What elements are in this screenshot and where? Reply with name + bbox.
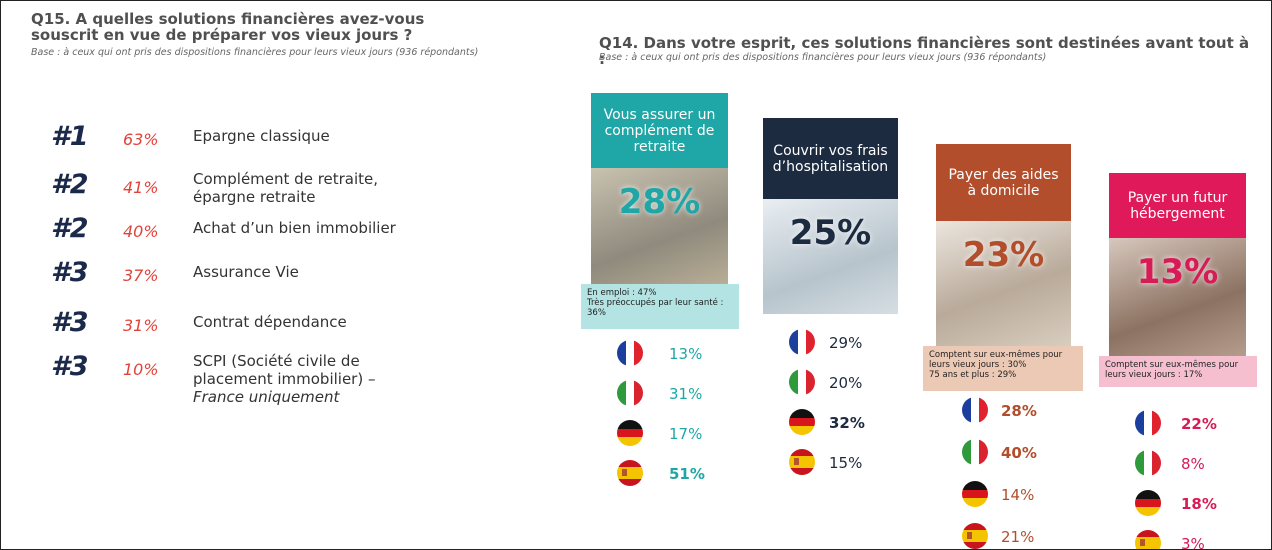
flag-icon bbox=[616, 419, 644, 447]
flag bbox=[961, 522, 989, 550]
item-label: Epargne classique bbox=[193, 127, 423, 145]
flag-icon bbox=[961, 438, 989, 466]
card-image: 28% bbox=[591, 168, 728, 284]
item-label: Complément de retraite, épargne retraite bbox=[193, 170, 423, 206]
flag-icon bbox=[1134, 529, 1162, 550]
country-value: 18% bbox=[1181, 495, 1217, 513]
flag bbox=[616, 459, 644, 487]
label-text: Assurance Vie bbox=[193, 263, 299, 281]
note-line: 75 ans et plus : 29% bbox=[929, 370, 1077, 380]
country-value: 31% bbox=[669, 385, 702, 403]
flag-icon bbox=[616, 339, 644, 367]
card-image: 23% bbox=[936, 221, 1071, 346]
percent: 63% bbox=[123, 130, 159, 149]
label-text: SCPI (Société civile de placement immobi… bbox=[193, 352, 375, 388]
rank: #2 bbox=[51, 213, 89, 244]
flag bbox=[961, 480, 989, 508]
card-header: Couvrir vos frais d’hospitalisation bbox=[763, 118, 898, 199]
flag-icon bbox=[788, 368, 816, 396]
flag bbox=[1134, 489, 1162, 517]
country-value: 32% bbox=[829, 414, 865, 432]
note-line: Comptent sur eux-mêmes pour leurs vieux … bbox=[1105, 360, 1251, 380]
country-value: 17% bbox=[669, 425, 702, 443]
flag bbox=[788, 328, 816, 356]
flag bbox=[616, 339, 644, 367]
rank: #3 bbox=[51, 257, 89, 288]
country-value: 40% bbox=[1001, 444, 1037, 462]
flag-icon bbox=[788, 408, 816, 436]
flag-icon bbox=[788, 328, 816, 356]
infographic: Q15. A quelles solutions financières ave… bbox=[0, 0, 1272, 550]
flag bbox=[961, 438, 989, 466]
card-note: En emploi : 47%Très préoccupés par leur … bbox=[581, 284, 739, 329]
flag bbox=[1134, 529, 1162, 550]
right-base: Base : à ceux qui ont pris des dispositi… bbox=[599, 52, 1259, 63]
flag-icon bbox=[616, 379, 644, 407]
label-note: France uniquement bbox=[193, 388, 339, 406]
percent: 31% bbox=[123, 316, 159, 335]
flag bbox=[1134, 449, 1162, 477]
flag bbox=[1134, 409, 1162, 437]
country-value: 3% bbox=[1181, 535, 1205, 550]
rank: #2 bbox=[51, 169, 89, 200]
country-value: 13% bbox=[669, 345, 702, 363]
country-value: 14% bbox=[1001, 486, 1034, 504]
country-value: 21% bbox=[1001, 528, 1034, 546]
note-line: En emploi : 47% bbox=[587, 288, 733, 298]
item-label: SCPI (Société civile de placement immobi… bbox=[193, 352, 423, 406]
flag-icon bbox=[788, 448, 816, 476]
country-value: 15% bbox=[829, 454, 862, 472]
card-percent: 13% bbox=[1137, 252, 1218, 356]
percent: 41% bbox=[123, 178, 159, 197]
percent: 40% bbox=[123, 222, 159, 241]
item-label: Contrat dépendance bbox=[193, 313, 423, 331]
label-text: Contrat dépendance bbox=[193, 313, 347, 331]
country-value: 51% bbox=[669, 465, 705, 483]
flag bbox=[788, 448, 816, 476]
left-title: Q15. A quelles solutions financières ave… bbox=[31, 11, 461, 43]
label-text: Epargne classique bbox=[193, 127, 330, 145]
note-line: Très préoccupés par leur santé : 36% bbox=[587, 298, 733, 318]
flag bbox=[616, 379, 644, 407]
card-header: Payer des aides à domicile bbox=[936, 144, 1071, 221]
country-value: 28% bbox=[1001, 402, 1037, 420]
card-percent: 23% bbox=[963, 235, 1044, 346]
card-note: Comptent sur eux-mêmes pour leurs vieux … bbox=[1099, 356, 1257, 387]
flag bbox=[788, 408, 816, 436]
flag-icon bbox=[961, 396, 989, 424]
note-line: Comptent sur eux-mêmes pour leurs vieux … bbox=[929, 350, 1077, 370]
flag-icon bbox=[1134, 449, 1162, 477]
item-label: Achat d’un bien immobilier bbox=[193, 219, 423, 237]
card-header: Vous assurer un complément de retraite bbox=[591, 93, 728, 168]
rank: #3 bbox=[51, 307, 89, 338]
rank: #1 bbox=[51, 121, 89, 152]
card-image: 13% bbox=[1109, 238, 1246, 356]
left-base: Base : à ceux qui ont pris des dispositi… bbox=[31, 47, 481, 58]
country-value: 20% bbox=[829, 374, 862, 392]
country-value: 22% bbox=[1181, 415, 1217, 433]
flag bbox=[961, 396, 989, 424]
card-note: Comptent sur eux-mêmes pour leurs vieux … bbox=[923, 346, 1083, 391]
percent: 37% bbox=[123, 266, 159, 285]
rank: #3 bbox=[51, 351, 89, 382]
flag bbox=[788, 368, 816, 396]
country-value: 29% bbox=[829, 334, 862, 352]
item-label: Assurance Vie bbox=[193, 263, 423, 281]
card-header: Payer un futur hébergement bbox=[1109, 173, 1246, 238]
flag-icon bbox=[616, 459, 644, 487]
country-value: 8% bbox=[1181, 455, 1205, 473]
flag-icon bbox=[961, 522, 989, 550]
label-text: Complément de retraite, épargne retraite bbox=[193, 170, 378, 206]
flag-icon bbox=[1134, 409, 1162, 437]
percent: 10% bbox=[123, 360, 159, 379]
card-percent: 28% bbox=[619, 182, 700, 284]
flag-icon bbox=[961, 480, 989, 508]
card-percent: 25% bbox=[790, 213, 871, 314]
flag bbox=[616, 419, 644, 447]
card-image: 25% bbox=[763, 199, 898, 314]
label-text: Achat d’un bien immobilier bbox=[193, 219, 396, 237]
flag-icon bbox=[1134, 489, 1162, 517]
